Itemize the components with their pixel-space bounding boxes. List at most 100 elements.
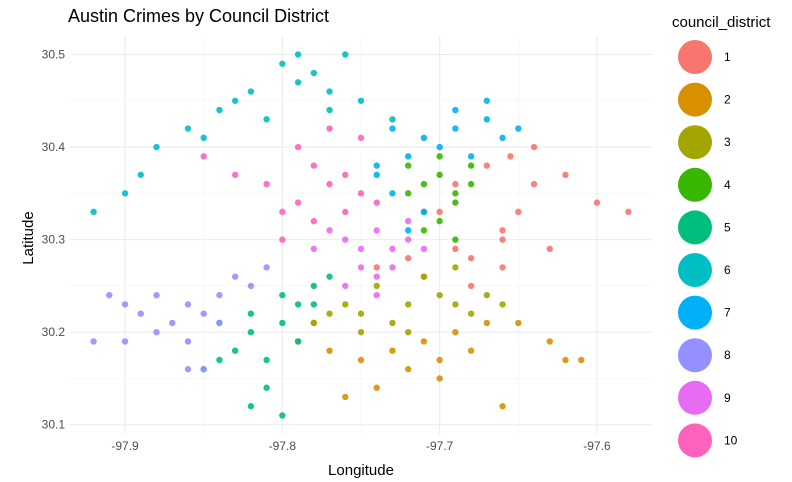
data-point [184, 366, 192, 373]
legend-key-6 [678, 253, 712, 287]
y-axis-title: Latitude [20, 211, 37, 264]
data-point [106, 291, 113, 299]
data-point [137, 171, 144, 179]
legend: 1 2 3 4 5 6 7 8 9 10 [678, 40, 738, 458]
data-point [467, 347, 475, 354]
x-tick-label: -97.9 [111, 439, 139, 453]
data-point [499, 227, 506, 234]
data-point [357, 328, 365, 336]
data-point [483, 162, 491, 169]
legend-key-8 [678, 338, 712, 373]
data-point [231, 97, 239, 104]
legend-label: 9 [724, 391, 731, 405]
data-point [279, 236, 286, 243]
data-point [467, 180, 475, 188]
data-point [294, 301, 302, 308]
chart-title: Austin Crimes by Council District [68, 6, 329, 26]
legend-label: 2 [724, 93, 731, 107]
data-point [562, 356, 569, 364]
data-point [310, 69, 318, 77]
data-point [294, 51, 302, 58]
y-tick-label: 30.5 [42, 48, 66, 62]
data-point [326, 125, 333, 132]
data-point [247, 282, 255, 290]
data-point [326, 227, 333, 234]
data-point [467, 282, 475, 290]
legend-key-3 [678, 125, 712, 160]
data-point [184, 301, 192, 308]
data-point [436, 171, 443, 179]
series-district-3 [310, 264, 506, 336]
data-point [342, 236, 349, 243]
data-point [483, 291, 491, 299]
data-point [326, 180, 333, 188]
data-point [483, 116, 491, 123]
legend-label: 6 [724, 263, 731, 277]
data-point [216, 106, 223, 114]
data-point [169, 319, 176, 327]
data-point [373, 291, 380, 299]
data-point [342, 171, 349, 179]
data-point [310, 319, 318, 327]
data-point [137, 310, 144, 317]
data-point [404, 366, 412, 373]
data-point [247, 328, 255, 336]
data-point [279, 412, 286, 419]
data-point [153, 143, 160, 151]
legend-title: council_district [672, 14, 771, 31]
data-point [121, 190, 129, 197]
data-point [389, 245, 396, 253]
legend-label: 5 [724, 220, 731, 234]
y-tick-label: 30.3 [42, 233, 66, 247]
legend-label: 3 [724, 135, 731, 149]
data-point [263, 180, 270, 188]
data-point [153, 291, 160, 299]
data-point [121, 338, 129, 345]
data-point [499, 264, 506, 271]
data-point [184, 338, 192, 345]
series-district-1 [373, 143, 632, 290]
data-point [231, 273, 239, 280]
data-point [404, 153, 412, 160]
data-point [452, 106, 459, 114]
data-point [404, 236, 412, 243]
data-point [515, 208, 522, 216]
data-point [420, 227, 428, 234]
legend-label: 7 [724, 306, 731, 320]
data-point [263, 116, 270, 123]
data-point [546, 245, 553, 253]
data-point [436, 356, 443, 364]
scatter-points [90, 51, 632, 419]
data-point [389, 264, 396, 271]
data-point [404, 254, 412, 262]
data-point [184, 125, 192, 132]
data-point [436, 143, 443, 151]
data-point [452, 301, 459, 308]
data-point [373, 199, 380, 206]
data-point [294, 199, 302, 206]
grid [70, 36, 652, 434]
data-point [294, 79, 302, 86]
legend-label: 4 [724, 178, 731, 192]
legend-key-10 [678, 423, 712, 458]
data-point [326, 273, 333, 280]
data-point [310, 217, 318, 225]
data-point [404, 227, 412, 234]
data-point [279, 60, 286, 67]
series-district-4 [404, 153, 475, 243]
legend-key-7 [678, 295, 712, 330]
data-point [436, 217, 443, 225]
data-point [357, 310, 365, 317]
data-point [452, 199, 459, 206]
data-point [373, 282, 380, 290]
y-axis-ticks: 30.1 30.2 30.3 30.4 30.5 [42, 48, 66, 432]
data-point [326, 88, 333, 95]
data-point [467, 310, 475, 317]
series-district-10 [200, 125, 380, 243]
data-point [530, 143, 538, 151]
data-point [578, 356, 585, 364]
data-point [373, 162, 380, 169]
data-point [436, 291, 443, 299]
data-point [342, 393, 349, 401]
